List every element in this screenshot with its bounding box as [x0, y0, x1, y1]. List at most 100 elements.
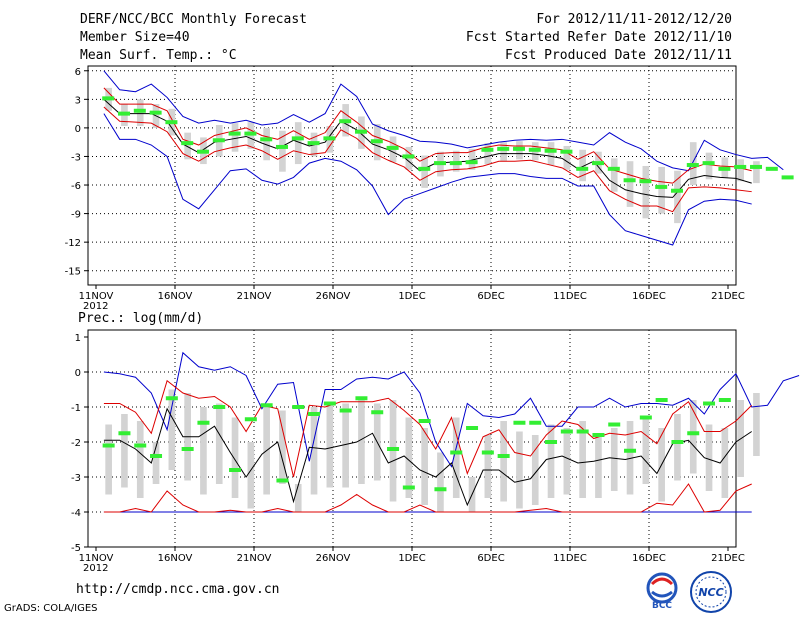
- temp-box: [484, 143, 492, 165]
- prec-box: [136, 421, 144, 498]
- prec-box: [247, 442, 255, 509]
- temp-min-line: [103, 113, 752, 246]
- temp-y-tick-label: 0: [75, 124, 81, 135]
- prec-y-tick-label: 0: [75, 368, 81, 379]
- prec-box: [626, 421, 634, 495]
- prec-median-mark: [244, 417, 257, 422]
- temp-median-mark: [212, 138, 225, 143]
- temp-median-mark: [102, 96, 115, 101]
- temp-median-mark: [449, 161, 462, 166]
- prec-median-mark: [339, 408, 352, 413]
- prec-median-mark: [576, 429, 589, 434]
- temp-y-tick-label: -15: [65, 267, 81, 278]
- prec-box: [689, 400, 697, 474]
- temp-median-mark: [149, 110, 162, 115]
- temp-median-mark: [781, 175, 794, 180]
- prec-box: [326, 403, 334, 488]
- grads-credit: GrADS: COLA/IGES: [4, 603, 98, 614]
- prec-box: [500, 421, 507, 502]
- variable-label: Mean Surf. Temp.: °C: [80, 48, 237, 63]
- prec-median-mark: [592, 433, 605, 437]
- prec-median-mark: [529, 420, 542, 425]
- prec-median-mark: [197, 420, 210, 425]
- prec-box: [294, 484, 302, 512]
- bcc-logo: BCC: [646, 572, 678, 610]
- temp-x-tick-label: 21NOV: [237, 291, 272, 302]
- temp-box: [737, 159, 744, 182]
- prec-median-mark: [497, 454, 510, 458]
- bcc-logo-text: BCC: [652, 601, 672, 610]
- temp-median-mark: [592, 161, 605, 166]
- prec-median-mark: [545, 440, 558, 444]
- prec-median-mark: [718, 398, 731, 402]
- temp-y-tick-label: -6: [71, 181, 81, 192]
- temp-median-mark: [639, 179, 652, 184]
- prec-median-mark: [118, 431, 131, 436]
- prec-max-line: [103, 351, 800, 468]
- prec-box: [547, 424, 555, 498]
- prec-y-tick-label: -4: [71, 508, 81, 519]
- temp-median-mark: [370, 139, 383, 144]
- temp-x-tick-label: 11NOV: [79, 291, 114, 302]
- ncc-logo-text: NCC: [698, 586, 723, 599]
- temp-box: [500, 142, 507, 162]
- prec-box: [200, 407, 207, 495]
- prec-box: [168, 389, 176, 470]
- temp-median-mark: [623, 178, 636, 183]
- temp-panel: 11NOV 16NOV 21NOV 26NOV 1DEC 6DEC 11DEC 16DEC 21…: [65, 65, 794, 312]
- prec-median-mark: [466, 426, 479, 430]
- prec-box: [342, 403, 349, 488]
- temp-x-year-label: 2012: [83, 301, 108, 312]
- prec-median-mark: [134, 443, 147, 448]
- member-size: Member Size=40: [80, 30, 190, 45]
- temp-box: [184, 132, 191, 160]
- temp-x-tick-label: 26NOV: [316, 291, 351, 302]
- prec-box: [516, 431, 523, 509]
- prec-box: [405, 417, 413, 498]
- temp-box: [563, 145, 571, 170]
- temp-box: [610, 158, 618, 192]
- temp-box: [674, 170, 681, 224]
- temp-x-tick-label: 11DEC: [553, 291, 587, 302]
- prec-median-mark: [624, 448, 637, 453]
- prec-median-mark: [671, 440, 684, 444]
- prec-x-tick-label: 16DEC: [632, 553, 666, 564]
- prec-median-mark: [639, 415, 652, 420]
- temp-box: [642, 165, 650, 219]
- temp-box: [547, 142, 555, 166]
- prec-box: [452, 417, 460, 498]
- temp-x-tick-label: 1DEC: [398, 291, 425, 302]
- temp-median-mark: [528, 147, 541, 152]
- source-url[interactable]: http://cmdp.ncc.cma.gov.cn: [76, 582, 280, 597]
- prec-x-tick-label: 1DEC: [398, 553, 425, 564]
- temp-median-mark: [513, 146, 526, 151]
- temp-median-mark: [197, 149, 210, 154]
- temp-median-mark: [655, 184, 668, 189]
- prec-median-mark: [387, 447, 400, 451]
- temp-median-mark: [765, 166, 778, 171]
- prec-median-mark: [434, 487, 447, 492]
- temp-median-mark: [244, 131, 257, 136]
- temp-box: [579, 149, 586, 182]
- prec-box: [279, 410, 286, 484]
- temp-box: [658, 166, 665, 214]
- prec-x-tick-label: 21NOV: [237, 553, 272, 564]
- prec-box: [563, 428, 571, 495]
- temp-median-mark: [307, 141, 320, 146]
- prec-median-mark: [560, 429, 573, 434]
- prec-median-mark: [703, 401, 716, 406]
- prec-median-mark: [450, 450, 463, 455]
- temp-y-tick-label: 6: [75, 67, 81, 78]
- prec-box: [421, 428, 428, 505]
- prec-box: [705, 424, 713, 491]
- prec-median-mark: [608, 422, 621, 427]
- prec-median-mark: [371, 410, 384, 415]
- prec-minus-std-line: [103, 483, 752, 513]
- temp-median-mark: [165, 120, 178, 125]
- prec-panel-title: Prec.: log(mm/d): [78, 311, 203, 326]
- prec-median-mark: [308, 412, 321, 416]
- temp-box: [263, 127, 270, 161]
- temp-plus-std-line: [103, 87, 752, 184]
- prec-median-mark: [213, 405, 226, 409]
